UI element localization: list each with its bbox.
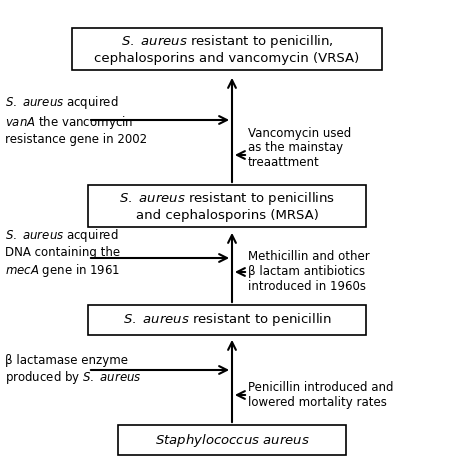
FancyBboxPatch shape <box>88 305 366 335</box>
Text: $\it{S.\ aureus}$ acquired
DNA containing the
$\it{mecA}$ gene in 1961: $\it{S.\ aureus}$ acquired DNA containin… <box>5 227 120 279</box>
Text: $\it{Staphylococcus\ aureus}$: $\it{Staphylococcus\ aureus}$ <box>155 432 310 449</box>
Text: Penicillin introduced and
lowered mortality rates: Penicillin introduced and lowered mortal… <box>248 381 393 409</box>
Text: Methicillin and other
β lactam antibiotics
introduced in 1960s: Methicillin and other β lactam antibioti… <box>248 251 370 293</box>
Text: Vancomycin used
as the mainstay
treaattment: Vancomycin used as the mainstay treaattm… <box>248 126 351 170</box>
Text: β lactamase enzyme
produced by $\it{S.\ aureus}$: β lactamase enzyme produced by $\it{S.\ … <box>5 354 142 386</box>
FancyBboxPatch shape <box>118 425 346 455</box>
Text: $\it{S.\ aureus}$ acquired
$\it{vanA}$ the vancomycin
resistance gene in 2002: $\it{S.\ aureus}$ acquired $\it{vanA}$ t… <box>5 94 147 146</box>
Text: $\it{S.\ aureus}$ resistant to penicillin: $\it{S.\ aureus}$ resistant to penicilli… <box>123 312 331 328</box>
FancyBboxPatch shape <box>72 28 382 70</box>
Text: $\it{S.\ aureus}$ resistant to penicillin,
cephalosporins and vancomycin (VRSA): $\it{S.\ aureus}$ resistant to penicilli… <box>94 33 360 65</box>
Text: $\it{S.\ aureus}$ resistant to penicillins
and cephalosporins (MRSA): $\it{S.\ aureus}$ resistant to penicilli… <box>119 190 335 222</box>
FancyBboxPatch shape <box>88 185 366 227</box>
